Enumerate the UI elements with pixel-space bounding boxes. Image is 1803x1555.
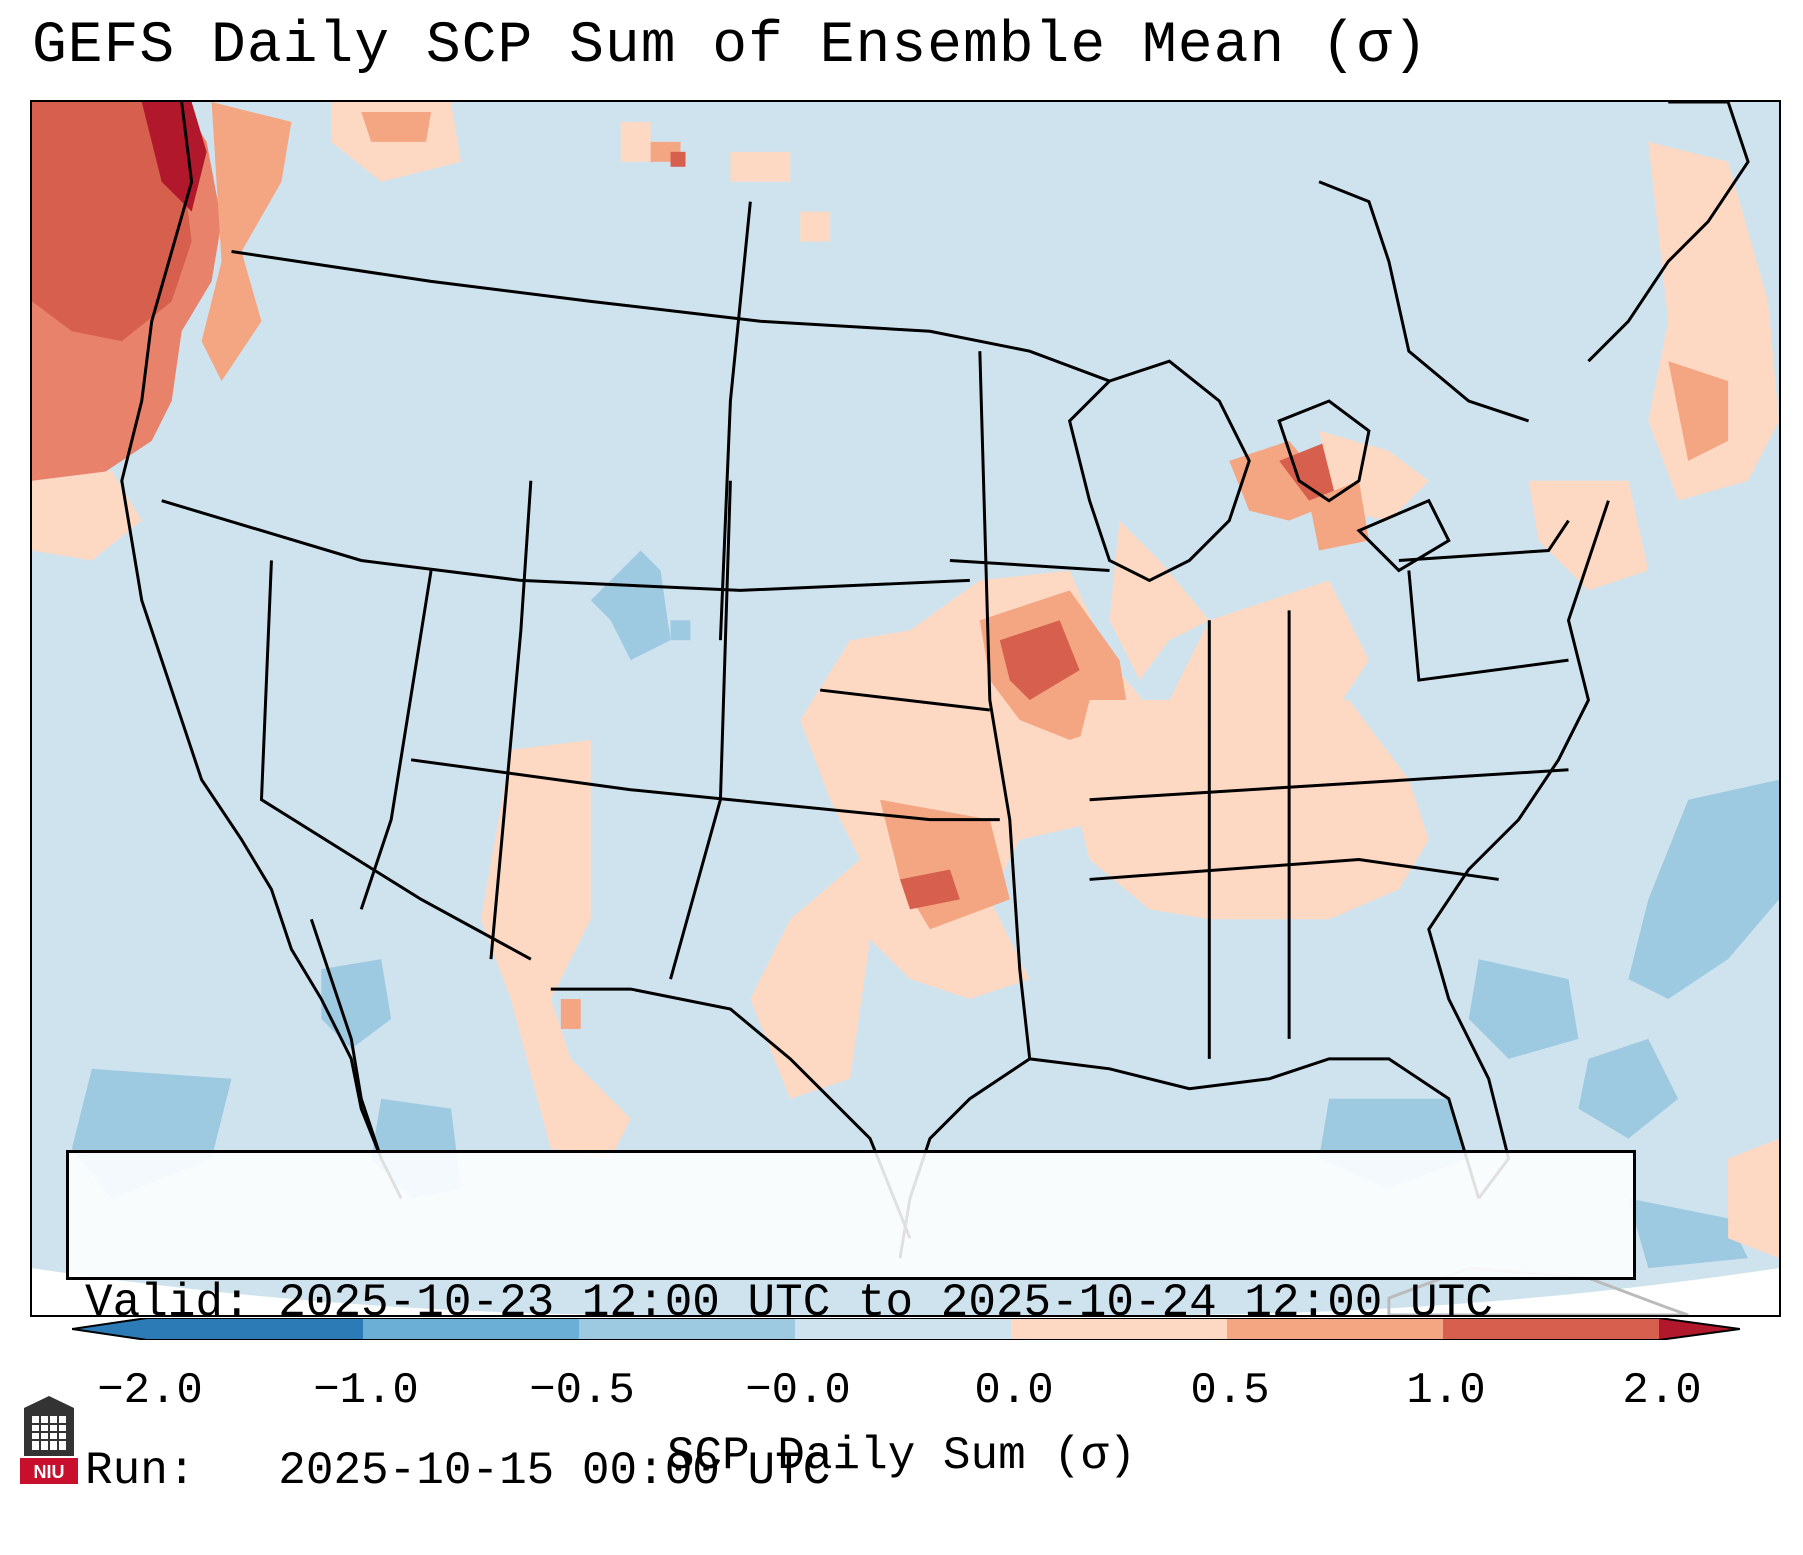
- colorbar-extend-low: [72, 1318, 147, 1340]
- projection-edge: [32, 1268, 631, 1315]
- colorbar-label: SCP Daily Sum (σ): [666, 1430, 1137, 1482]
- anomaly-colorado: [590, 550, 691, 661]
- colorbar-extend-high: [1659, 1318, 1740, 1340]
- colorbar-tick-label: −0.0: [745, 1366, 851, 1416]
- map-panel: [30, 100, 1781, 1317]
- anomaly-pacific-nw: [32, 102, 462, 561]
- anomaly-central: [750, 430, 1429, 1099]
- projection-edge: [1179, 1268, 1779, 1315]
- anomaly-southwest: [480, 739, 631, 1159]
- colorbar-segment: [1227, 1318, 1443, 1340]
- colorbar-segment: [363, 1318, 579, 1340]
- colorbar-tick-label: 1.0: [1406, 1366, 1486, 1416]
- colorbar-tick-label: −0.5: [529, 1366, 635, 1416]
- colorbar-tick-label: 2.0: [1622, 1366, 1702, 1416]
- anomaly-northeast: [1528, 141, 1779, 591]
- run-time-text: Run: 2025-10-15 00:00 UTC: [85, 1445, 831, 1497]
- colorbar-segment: [147, 1318, 363, 1340]
- anomaly-montana: [620, 121, 831, 242]
- colorbar-tick-label: 0.5: [1190, 1366, 1270, 1416]
- colorbar-segment: [795, 1318, 1011, 1340]
- valid-run-info-box: Valid: 2025-10-23 12:00 UTC to 2025-10-2…: [66, 1150, 1636, 1497]
- colorbar-segment: [1443, 1318, 1659, 1340]
- colorbar-tick-label: −2.0: [97, 1366, 203, 1416]
- map-svg: [32, 102, 1779, 1315]
- logo-text: NIU: [34, 1462, 65, 1482]
- colorbar-segment: [1011, 1318, 1227, 1340]
- colorbar: [72, 1318, 1740, 1340]
- colorbar-tick-label: 0.0: [974, 1366, 1054, 1416]
- niu-logo: NIU: [20, 1396, 78, 1484]
- colorbar-tick-label: −1.0: [313, 1366, 419, 1416]
- colorbar-segment: [579, 1318, 795, 1340]
- chart-title: GEFS Daily SCP Sum of Ensemble Mean (σ): [32, 14, 1429, 79]
